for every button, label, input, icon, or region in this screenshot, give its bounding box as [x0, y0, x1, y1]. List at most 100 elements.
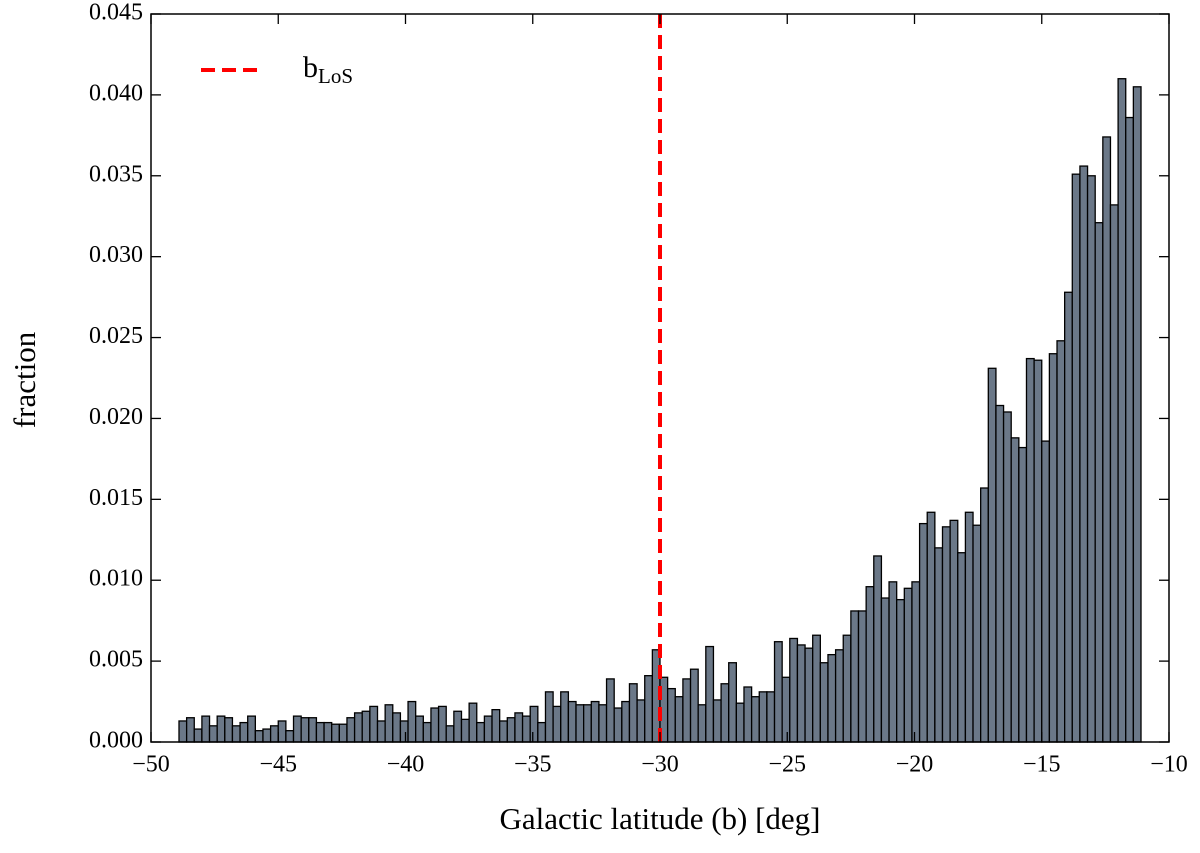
bar: [644, 675, 654, 743]
bar: [697, 704, 707, 743]
bar: [819, 662, 829, 743]
bar: [1033, 359, 1043, 743]
legend-label-sub: LoS: [318, 64, 353, 88]
bar: [506, 717, 516, 743]
bar: [964, 511, 974, 743]
bar: [315, 721, 325, 743]
bar: [254, 730, 264, 743]
bar: [735, 702, 745, 743]
bar: [712, 699, 722, 743]
bar: [1125, 116, 1135, 743]
bar: [827, 653, 837, 743]
bar: [857, 610, 867, 743]
x-tick-label: −25: [768, 752, 806, 778]
y-tick-label: 0.015: [89, 485, 143, 511]
bar: [1086, 175, 1096, 743]
bar: [1079, 165, 1089, 743]
bar: [544, 691, 554, 743]
x-tick-label: −35: [514, 752, 552, 778]
bar: [453, 710, 463, 743]
bar: [1041, 440, 1051, 743]
bar: [812, 634, 821, 743]
bar: [1109, 204, 1119, 743]
x-tick-label: −40: [387, 752, 425, 778]
bar: [621, 700, 631, 743]
bar: [231, 725, 241, 743]
x-tick-label: −30: [641, 752, 679, 778]
bar: [1048, 353, 1058, 743]
bar: [773, 641, 783, 743]
bar: [896, 598, 905, 743]
bar: [392, 712, 402, 743]
bar: [911, 581, 921, 743]
bar: [972, 524, 982, 743]
bar: [185, 717, 195, 743]
bar: [918, 522, 928, 743]
x-tick-label: −15: [1023, 752, 1061, 778]
y-tick-label: 0.020: [89, 404, 143, 430]
bar: [208, 725, 218, 743]
bar: [873, 555, 883, 743]
bar: [292, 715, 302, 743]
y-tick-label: 0.030: [89, 242, 143, 268]
bar: [1010, 437, 1020, 743]
bar: [842, 634, 852, 743]
bar: [445, 725, 455, 743]
bar: [941, 526, 951, 743]
bar: [529, 705, 539, 743]
bar: [224, 717, 234, 743]
bar: [262, 728, 272, 743]
bar: [598, 704, 608, 743]
bar: [605, 678, 615, 743]
bar: [1117, 78, 1127, 743]
x-axis-label: Galactic latitude (b) [deg]: [499, 801, 820, 836]
bar: [583, 704, 592, 743]
y-tick-label: 0.005: [89, 647, 143, 673]
x-tick-label: −50: [132, 752, 170, 778]
bar: [1132, 86, 1142, 743]
bar: [521, 715, 531, 743]
bar: [567, 700, 577, 743]
bar: [1056, 340, 1066, 743]
bar: [560, 691, 570, 743]
bar: [720, 683, 730, 743]
bar: [758, 691, 768, 743]
bar: [353, 712, 363, 743]
bar: [926, 511, 936, 743]
y-tick-label: 0.045: [89, 0, 143, 26]
bar: [980, 487, 989, 743]
bar: [1094, 222, 1104, 743]
bar: [361, 710, 371, 743]
bar: [323, 721, 333, 743]
x-tick-label: −10: [1150, 752, 1188, 778]
bar: [269, 725, 279, 743]
bar: [781, 676, 791, 743]
bar: [277, 720, 287, 743]
bar: [178, 720, 188, 743]
bar: [239, 721, 249, 743]
y-tick-label: 0.035: [89, 161, 143, 187]
bar: [888, 581, 898, 743]
bar: [193, 728, 203, 743]
bar: [804, 647, 814, 743]
bar: [308, 717, 318, 743]
bar: [575, 704, 585, 743]
bar: [407, 700, 417, 743]
y-tick-label: 0.025: [89, 323, 143, 349]
legend-label: bLoS: [303, 51, 353, 88]
bar: [903, 587, 913, 743]
bar: [766, 691, 776, 743]
bar: [285, 730, 295, 743]
bar: [384, 704, 394, 743]
bar: [728, 662, 738, 743]
legend-label-main: b: [303, 51, 318, 84]
bar: [834, 649, 844, 743]
bar: [789, 637, 799, 743]
bar: [613, 707, 623, 743]
bar: [1002, 411, 1012, 743]
bar: [338, 723, 348, 743]
bar: [957, 552, 967, 743]
bar: [430, 707, 440, 743]
bar: [537, 721, 547, 743]
bar: [216, 715, 226, 743]
